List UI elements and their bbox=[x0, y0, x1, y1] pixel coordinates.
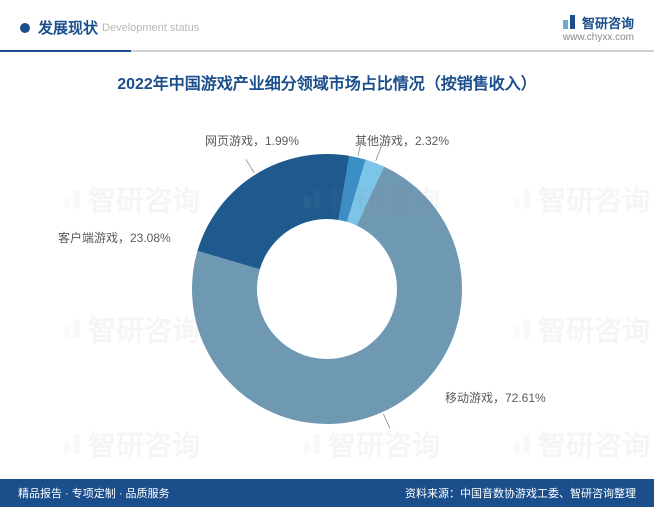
slice-label: 其他游戏，2.32% bbox=[355, 132, 449, 149]
footer-left: 精品报告 · 专项定制 · 品质服务 bbox=[18, 485, 170, 501]
slice-label: 移动游戏，72.61% bbox=[445, 389, 546, 406]
leader-line bbox=[246, 159, 254, 173]
brand-logo-icon bbox=[560, 13, 578, 31]
brand-name: 智研咨询 bbox=[582, 13, 634, 32]
slice-客户端游戏 bbox=[197, 154, 349, 269]
header-divider bbox=[0, 50, 654, 52]
brand: 智研咨询 bbox=[560, 13, 634, 32]
slice-label: 网页游戏，1.99% bbox=[205, 132, 299, 149]
header-title-en: Development status bbox=[102, 22, 199, 34]
slice-label: 客户端游戏，23.08% bbox=[58, 229, 171, 246]
header-bullet-icon bbox=[20, 23, 30, 33]
chart-area: 移动游戏，72.61% 客户端游戏，23.08% 网页游戏，1.99% 其他游戏，2.… bbox=[0, 94, 654, 464]
brand-url: www.chyxx.com bbox=[560, 32, 634, 43]
header: 发展现状 Development status 智研咨询 www.chyxx.c… bbox=[0, 0, 654, 50]
footer-right: 资料来源：中国音数协游戏工委、智研咨询整理 bbox=[405, 485, 636, 501]
chart-title: 2022年中国游戏产业细分领域市场占比情况（按销售收入） bbox=[0, 70, 654, 94]
header-left: 发展现状 Development status bbox=[20, 17, 199, 38]
footer: 精品报告 · 专项定制 · 品质服务 资料来源：中国音数协游戏工委、智研咨询整理 bbox=[0, 479, 654, 507]
donut-chart bbox=[0, 94, 654, 464]
header-right: 智研咨询 www.chyxx.com bbox=[560, 13, 634, 43]
header-title-cn: 发展现状 bbox=[38, 17, 98, 38]
leader-line bbox=[383, 414, 390, 429]
